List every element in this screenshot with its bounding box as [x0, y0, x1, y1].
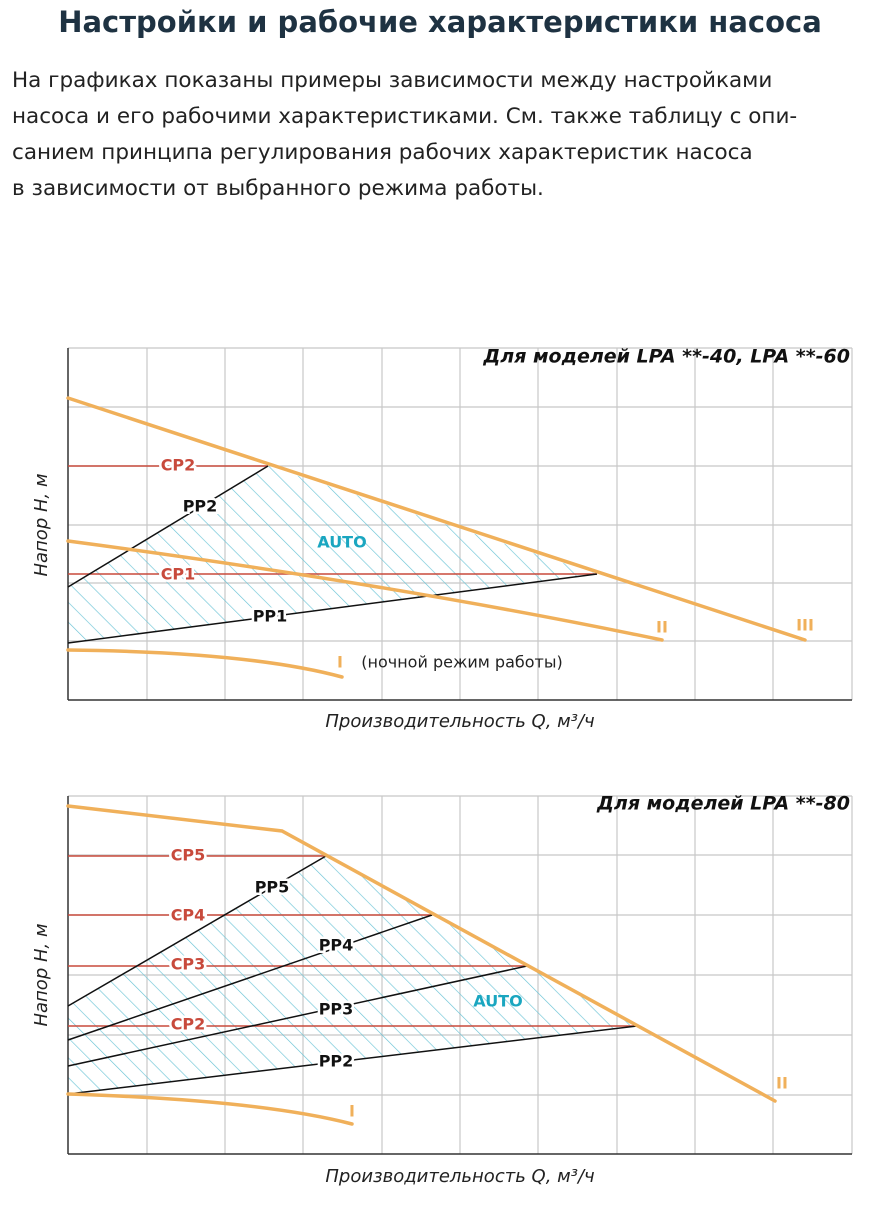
caption: Для моделей LPA **-40, LPA **-60	[482, 346, 850, 368]
curve	[66, 804, 777, 1103]
label: I	[337, 653, 343, 672]
label: CP2	[161, 456, 196, 475]
y-label: Напор H, м	[31, 923, 52, 1026]
label: CP3	[171, 955, 206, 974]
label: PP1	[253, 607, 288, 626]
label: PP5	[255, 878, 290, 897]
label: II	[776, 1074, 788, 1093]
paragraph-line: санием принципа регулирования рабочих ха…	[12, 140, 753, 165]
label: CP5	[171, 846, 206, 865]
paragraph-line: насоса и его рабочими характеристиками. …	[12, 104, 797, 129]
label: AUTO	[473, 992, 522, 1011]
auto-area	[68, 466, 597, 643]
curve	[66, 539, 664, 642]
label: III	[796, 616, 814, 635]
y-label: Напор H, м	[31, 473, 52, 576]
paragraph-line: На графиках показаны примеры зависимости…	[12, 68, 772, 93]
label: PP2	[183, 497, 218, 516]
label: (ночной режим работы)	[361, 653, 562, 672]
caption: Для моделей LPA **-80	[596, 793, 850, 815]
label: I	[349, 1102, 355, 1121]
label: II	[656, 618, 668, 637]
x-label: Производительность Q, м³/ч	[325, 711, 594, 732]
label: CP4	[171, 906, 206, 925]
paragraph-line: в зависимости от выбранного режима работ…	[12, 176, 544, 201]
label: PP2	[319, 1052, 354, 1071]
diagram: Для моделей LPA **-40, LPA **-60 Напор H…	[31, 346, 853, 732]
label: PP3	[319, 1000, 354, 1019]
label: CP2	[171, 1015, 206, 1034]
label: PP4	[319, 936, 354, 955]
x-label: Производительность Q, м³/ч	[325, 1166, 594, 1187]
curve	[66, 648, 344, 679]
diagram: Для моделей LPA **-80 Напор H, м Произво…	[31, 793, 853, 1187]
label: CP1	[161, 565, 196, 584]
title: Настройки и рабочие характеристики насос…	[58, 5, 822, 39]
curve	[66, 396, 807, 642]
label: AUTO	[317, 533, 366, 552]
curve	[66, 1092, 354, 1126]
